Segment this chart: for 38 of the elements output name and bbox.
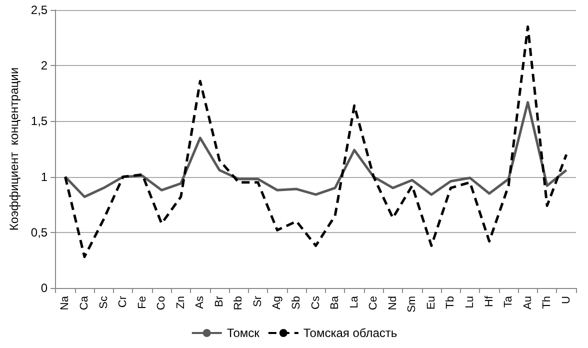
line-series (64, 25, 568, 258)
x-tick-label: Co (156, 296, 168, 310)
legend-label: Томская область (303, 326, 398, 340)
x-tick-label: Th (541, 296, 554, 309)
x-tick-label: Sr (252, 296, 264, 307)
x-tick-label: Na (59, 295, 72, 310)
x-tick-label: Sc (98, 296, 110, 309)
y-tick-label: 2 (40, 58, 48, 73)
x-tick-label: Eu (425, 296, 438, 310)
x-tick-label: Sb (290, 296, 303, 310)
x-tick-label: Ag (271, 296, 284, 310)
x-tick-label: Sm (406, 296, 418, 312)
y-tick-label: 0 (40, 281, 48, 295)
x-tick-label: Au (522, 296, 534, 310)
x-tick-label: Hf (483, 295, 496, 307)
x-tick-label: Ba (329, 295, 342, 310)
legend-label: Томск (226, 326, 260, 340)
y-tick-label: 1,5 (30, 114, 48, 128)
x-tick-label: Ca (78, 295, 90, 310)
y-tick-label: 0,5 (30, 225, 48, 240)
line-series (64, 101, 568, 198)
x-tick-label: Ta (502, 295, 515, 308)
x-tick-label: Ce (368, 296, 380, 310)
x-tick-label: La (348, 295, 360, 308)
y-tick-label: 1 (40, 170, 48, 184)
y-tick-label: 2,5 (30, 3, 48, 17)
x-tick-label: Cr (117, 296, 130, 308)
x-tick-label: Tb (444, 296, 457, 309)
x-tick-label: Zn (174, 296, 187, 309)
x-tick-label: Lu (464, 296, 476, 308)
x-tick-label: Fe (136, 296, 148, 309)
y-axis-title: Коэффициент концентрации (7, 67, 21, 231)
x-tick-label: As (194, 296, 206, 309)
x-tick-label: Rb (232, 296, 245, 310)
x-tick-label: Cs (310, 296, 322, 310)
x-tick-label: Br (213, 296, 226, 307)
x-tick-label: U (560, 296, 572, 304)
x-tick-label: Nd (386, 296, 399, 310)
